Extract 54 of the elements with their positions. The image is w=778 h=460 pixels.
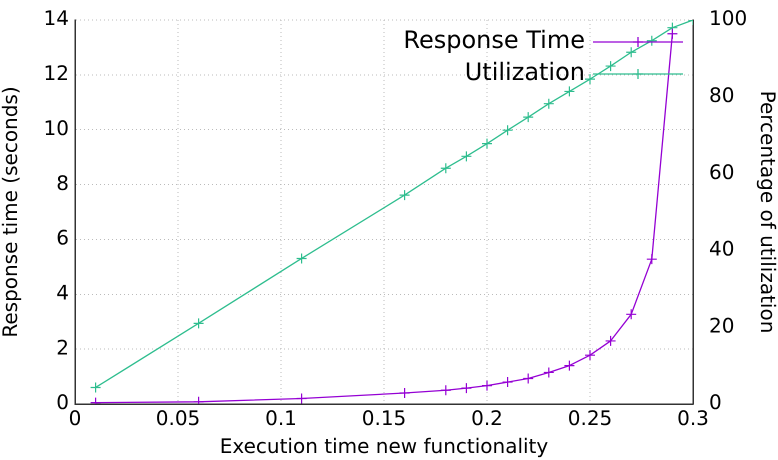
point bbox=[399, 387, 410, 399]
point bbox=[605, 335, 616, 347]
point bbox=[646, 35, 658, 46]
x-tick-label: 0.25 bbox=[568, 406, 612, 430]
point bbox=[646, 254, 658, 265]
point bbox=[522, 372, 534, 384]
y-tick-label: 12 bbox=[44, 61, 69, 86]
y-tick-label: 10 bbox=[44, 116, 69, 140]
y2-axis-title: Percentage of utilization bbox=[756, 90, 778, 334]
point bbox=[626, 308, 637, 320]
point bbox=[666, 28, 678, 40]
point bbox=[584, 74, 596, 85]
y2-tick-label: 20 bbox=[709, 313, 734, 338]
point bbox=[564, 360, 575, 372]
x-tick-label: 0.1 bbox=[265, 406, 297, 430]
point bbox=[543, 98, 554, 110]
x-tick-label: 0.05 bbox=[156, 406, 200, 430]
y2-tick-label: 100 bbox=[709, 6, 748, 30]
y-axis-title: Response time (seconds) bbox=[0, 86, 22, 338]
y2-tick-label: 40 bbox=[709, 236, 734, 261]
point bbox=[481, 380, 493, 392]
legend-label: Utilization bbox=[464, 58, 585, 86]
point bbox=[626, 46, 637, 58]
point bbox=[605, 60, 616, 72]
point bbox=[481, 138, 493, 150]
y-tick-label: 0 bbox=[56, 390, 69, 414]
point bbox=[440, 384, 452, 396]
y2-tick-label: 0 bbox=[709, 390, 722, 414]
point bbox=[296, 392, 308, 404]
point bbox=[440, 162, 452, 174]
y2-tick-label: 60 bbox=[709, 160, 734, 184]
y-tick-label: 2 bbox=[56, 335, 69, 360]
point bbox=[584, 350, 596, 361]
y-tick-label: 14 bbox=[44, 6, 69, 30]
point bbox=[522, 112, 534, 123]
point bbox=[543, 366, 554, 378]
point bbox=[460, 150, 472, 162]
point bbox=[399, 190, 410, 201]
y2-tick-label: 80 bbox=[709, 83, 734, 108]
y-tick-label: 6 bbox=[56, 226, 69, 250]
point bbox=[564, 86, 575, 98]
point bbox=[502, 376, 514, 388]
x-axis-title: Execution time new functionality bbox=[220, 434, 548, 458]
point bbox=[193, 318, 204, 329]
x-tick-label: 0.3 bbox=[677, 406, 709, 430]
point bbox=[296, 252, 308, 264]
point bbox=[502, 124, 514, 136]
x-tick-label: 0.15 bbox=[362, 406, 406, 430]
legend-label: Response Time bbox=[403, 26, 585, 54]
y-tick-label: 4 bbox=[56, 280, 69, 304]
y-tick-label: 8 bbox=[56, 170, 69, 195]
point bbox=[460, 382, 472, 394]
x-tick-label: 0.2 bbox=[471, 406, 503, 430]
point bbox=[90, 382, 102, 394]
